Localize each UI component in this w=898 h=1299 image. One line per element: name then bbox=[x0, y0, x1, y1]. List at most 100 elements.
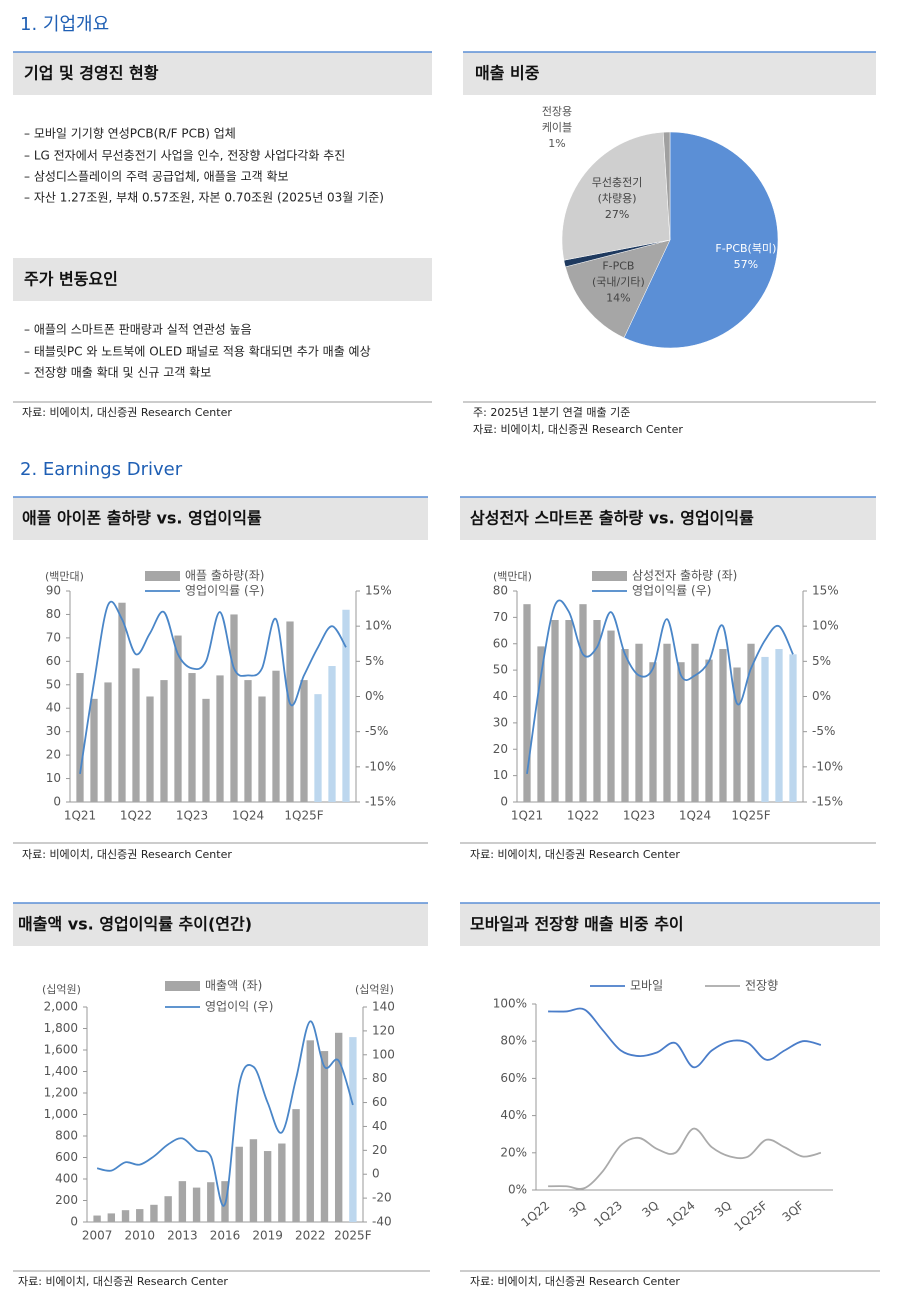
chart-title: 매출 비중 bbox=[475, 64, 540, 83]
bar bbox=[286, 621, 294, 802]
bar bbox=[188, 673, 196, 802]
bullet: – 애플의 스마트폰 판매량과 실적 연관성 높음 bbox=[24, 323, 252, 337]
y-tick-label: 800 bbox=[55, 1129, 78, 1143]
chart-title: 애플 아이폰 출하량 vs. 영업이익률 bbox=[22, 509, 262, 528]
bar bbox=[334, 1032, 343, 1222]
x-tick-label: 2022 bbox=[295, 1229, 326, 1243]
bar bbox=[278, 1143, 286, 1222]
bar bbox=[118, 602, 126, 802]
x-tick-label: 2025F bbox=[334, 1229, 372, 1243]
bullet: – LG 전자에서 무선충전기 사업을 인수, 전장향 사업다각화 추진 bbox=[24, 149, 345, 163]
x-tick-label: 2013 bbox=[167, 1229, 198, 1243]
bar bbox=[216, 675, 224, 802]
source: 자료: 비에이치, 대신증권 Research Center bbox=[470, 1275, 680, 1288]
y-tick-label: 600 bbox=[55, 1150, 78, 1164]
line-series bbox=[526, 599, 794, 774]
legend-swatch bbox=[592, 571, 627, 581]
y2-tick-label: -5% bbox=[365, 724, 388, 738]
y-tick-label: 80 bbox=[493, 584, 508, 598]
x-tick-label: 1Q22 bbox=[120, 809, 152, 823]
y2-tick-label: 0% bbox=[812, 689, 831, 703]
box-title: 주가 변동요인 bbox=[24, 270, 118, 289]
legend-swatch bbox=[165, 981, 200, 991]
pie-slice bbox=[561, 131, 671, 261]
section-title: 1. 기업개요 bbox=[20, 14, 109, 35]
bar bbox=[136, 1209, 144, 1222]
y2-tick-label: -10% bbox=[812, 759, 843, 773]
bar bbox=[523, 604, 531, 802]
x-tick-label: 3Q bbox=[567, 1198, 589, 1220]
box-header bbox=[460, 903, 880, 946]
y-tick-label: 200 bbox=[55, 1193, 78, 1207]
y-tick-label: 80% bbox=[500, 1034, 527, 1048]
bar bbox=[202, 698, 210, 802]
bar bbox=[258, 696, 266, 802]
x-tick-label: 2016 bbox=[210, 1229, 241, 1243]
y-tick-label: 60% bbox=[500, 1071, 527, 1085]
slice-label: 전장용 케이블 bbox=[542, 105, 572, 134]
y-tick-label: 20 bbox=[46, 748, 61, 762]
y-tick-label: 1,200 bbox=[44, 1086, 78, 1100]
legend-label: 모바일 bbox=[630, 979, 663, 993]
source: 자료: 비에이치, 대신증권 Research Center bbox=[18, 1275, 228, 1288]
x-tick-label: 1Q23 bbox=[591, 1198, 625, 1230]
y-tick-label: 2,000 bbox=[44, 1000, 78, 1014]
y2-tick-label: 0% bbox=[365, 689, 384, 703]
note: 주: 2025년 1분기 연결 매출 기준 bbox=[473, 406, 630, 419]
bar bbox=[146, 696, 154, 802]
box-header bbox=[13, 497, 428, 540]
bar bbox=[121, 1210, 130, 1222]
y-tick-label: 30 bbox=[46, 724, 61, 738]
legend-label: 전장향 bbox=[745, 979, 778, 993]
bar bbox=[677, 662, 685, 802]
source: 자료: 비에이치, 대신증권 Research Center bbox=[22, 406, 232, 419]
y-tick-label: 10 bbox=[493, 768, 508, 782]
bar bbox=[621, 649, 629, 802]
bar bbox=[565, 620, 573, 802]
chart-title: 삼성전자 스마트폰 출하량 vs. 영업이익률 bbox=[470, 509, 754, 528]
axis-label: (백만대) bbox=[45, 570, 84, 583]
bar bbox=[263, 1151, 272, 1222]
bar bbox=[164, 1196, 172, 1222]
bar bbox=[104, 682, 112, 802]
bar bbox=[314, 694, 322, 802]
y-tick-label: 60 bbox=[493, 636, 508, 650]
y2-tick-label: 10% bbox=[812, 619, 839, 633]
y-tick-label: 90 bbox=[46, 584, 61, 598]
bar bbox=[328, 666, 336, 802]
x-tick-label: 2007 bbox=[82, 1229, 113, 1243]
bar bbox=[747, 643, 755, 802]
x-tick-label: 1Q24 bbox=[664, 1198, 698, 1230]
y2-tick-label: 80 bbox=[372, 1071, 387, 1085]
bar bbox=[244, 680, 252, 802]
legend-label: 애플 출하량(좌) bbox=[185, 569, 264, 583]
source: 자료: 비에이치, 대신증권 Research Center bbox=[22, 848, 232, 861]
bar bbox=[775, 649, 783, 802]
x-tick-label: 1Q22 bbox=[567, 809, 599, 823]
x-tick-label: 1Q24 bbox=[679, 809, 711, 823]
bar bbox=[733, 667, 741, 802]
box-title: 기업 및 경영진 현황 bbox=[24, 64, 159, 83]
bar bbox=[230, 614, 238, 802]
y2-tick-label: 140 bbox=[372, 1000, 395, 1014]
bar bbox=[320, 1051, 329, 1222]
bar bbox=[349, 1037, 357, 1222]
y-tick-label: 0 bbox=[53, 795, 61, 809]
y2-tick-label: -40 bbox=[372, 1215, 392, 1229]
box-header bbox=[13, 52, 432, 95]
y-tick-label: 1,000 bbox=[44, 1107, 78, 1121]
y-tick-label: 40 bbox=[46, 701, 61, 715]
bar bbox=[150, 1204, 158, 1222]
x-tick-label: 3QF bbox=[780, 1198, 807, 1224]
y-tick-label: 50 bbox=[46, 677, 61, 691]
bar bbox=[132, 668, 140, 802]
bar bbox=[93, 1215, 101, 1222]
y-tick-label: 0 bbox=[70, 1215, 78, 1229]
line-series bbox=[548, 1127, 822, 1190]
x-tick-label: 3Q bbox=[712, 1198, 734, 1220]
bar bbox=[90, 698, 98, 802]
y2-tick-label: 15% bbox=[812, 584, 839, 598]
y-tick-label: 50 bbox=[493, 663, 508, 677]
bullet: – 삼성디스플레이의 주력 공급업체, 애플을 고객 확보 bbox=[24, 170, 289, 184]
